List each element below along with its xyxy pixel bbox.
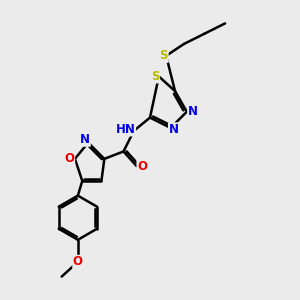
Text: N: N bbox=[80, 133, 90, 146]
Text: O: O bbox=[137, 160, 147, 173]
Text: O: O bbox=[64, 152, 75, 165]
Text: S: S bbox=[151, 70, 160, 83]
Text: N: N bbox=[169, 123, 178, 136]
Text: N: N bbox=[188, 105, 198, 118]
Text: S: S bbox=[160, 49, 168, 62]
Text: HN: HN bbox=[116, 123, 136, 136]
Text: O: O bbox=[73, 255, 83, 268]
